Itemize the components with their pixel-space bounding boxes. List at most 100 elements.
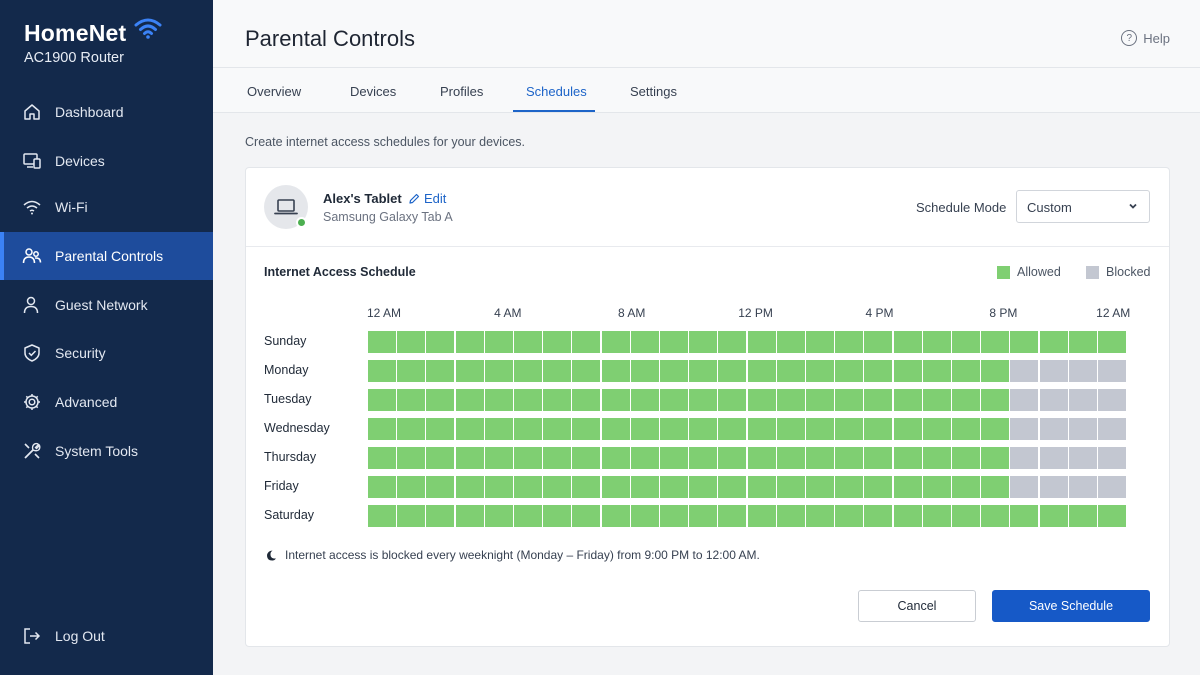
schedule-cell-allowed[interactable] (630, 389, 659, 411)
schedule-cell-allowed[interactable] (601, 360, 630, 382)
cancel-button[interactable]: Cancel (858, 590, 976, 622)
schedule-cell-allowed[interactable] (776, 418, 805, 440)
schedule-mode-select[interactable]: Custom (1016, 190, 1150, 223)
schedule-cell-allowed[interactable] (397, 476, 426, 498)
schedule-cell-allowed[interactable] (776, 476, 805, 498)
schedule-cell-allowed[interactable] (806, 447, 834, 469)
schedule-cell-blocked[interactable] (1068, 476, 1097, 498)
logout-button[interactable]: Log Out (0, 612, 213, 660)
schedule-cell-allowed[interactable] (630, 360, 659, 382)
schedule-cell-allowed[interactable] (601, 389, 630, 411)
schedule-cell-allowed[interactable] (601, 476, 630, 498)
schedule-cell-allowed[interactable] (835, 360, 864, 382)
schedule-cell-allowed[interactable] (514, 360, 542, 382)
schedule-cell-allowed[interactable] (864, 331, 893, 353)
schedule-cell-allowed[interactable] (952, 418, 980, 440)
schedule-cell-allowed[interactable] (1039, 505, 1068, 527)
schedule-cell-blocked[interactable] (1010, 447, 1039, 469)
tab-schedules[interactable]: Schedules (526, 84, 587, 99)
schedule-cell-allowed[interactable] (952, 505, 980, 527)
schedule-cell-allowed[interactable] (893, 389, 922, 411)
schedule-cell-allowed[interactable] (397, 447, 426, 469)
sidebar-item-advanced[interactable]: Advanced (0, 378, 213, 426)
schedule-cell-allowed[interactable] (835, 447, 864, 469)
schedule-cell-allowed[interactable] (630, 505, 659, 527)
schedule-cell-allowed[interactable] (514, 505, 542, 527)
schedule-cell-allowed[interactable] (806, 360, 834, 382)
schedule-cell-allowed[interactable] (660, 505, 688, 527)
schedule-cell-allowed[interactable] (543, 447, 572, 469)
help-button[interactable]: ? Help (1121, 30, 1170, 46)
schedule-cell-blocked[interactable] (1010, 389, 1039, 411)
schedule-cell-allowed[interactable] (718, 418, 747, 440)
schedule-cell-allowed[interactable] (601, 505, 630, 527)
schedule-cell-blocked[interactable] (1068, 447, 1097, 469)
schedule-cell-allowed[interactable] (397, 505, 426, 527)
schedule-cell-allowed[interactable] (455, 389, 484, 411)
schedule-cell-allowed[interactable] (922, 447, 951, 469)
schedule-cell-blocked[interactable] (1039, 418, 1068, 440)
schedule-cell-allowed[interactable] (718, 360, 747, 382)
schedule-cell-allowed[interactable] (368, 331, 396, 353)
schedule-cell-allowed[interactable] (484, 389, 513, 411)
schedule-cell-allowed[interactable] (747, 418, 776, 440)
schedule-cell-allowed[interactable] (1068, 331, 1097, 353)
schedule-cell-allowed[interactable] (806, 418, 834, 440)
schedule-cell-blocked[interactable] (1068, 389, 1097, 411)
schedule-cell-allowed[interactable] (981, 447, 1010, 469)
schedule-cell-allowed[interactable] (864, 476, 893, 498)
sidebar-item-wifi[interactable]: Wi-Fi (0, 183, 213, 231)
schedule-cell-allowed[interactable] (660, 476, 688, 498)
edit-device-button[interactable]: Edit (408, 191, 446, 206)
schedule-cell-allowed[interactable] (776, 447, 805, 469)
schedule-cell-allowed[interactable] (543, 331, 572, 353)
schedule-cell-allowed[interactable] (776, 331, 805, 353)
schedule-cell-allowed[interactable] (981, 505, 1010, 527)
schedule-cell-allowed[interactable] (835, 389, 864, 411)
schedule-cell-allowed[interactable] (1098, 331, 1126, 353)
schedule-cell-allowed[interactable] (484, 476, 513, 498)
schedule-cell-allowed[interactable] (893, 447, 922, 469)
tab-profiles[interactable]: Profiles (440, 84, 484, 99)
schedule-cell-allowed[interactable] (689, 331, 718, 353)
sidebar-item-parental-controls[interactable]: Parental Controls (0, 232, 213, 280)
schedule-cell-allowed[interactable] (1010, 505, 1039, 527)
sidebar-item-guest-network[interactable]: Guest Network (0, 281, 213, 329)
schedule-cell-allowed[interactable] (689, 447, 718, 469)
schedule-cell-allowed[interactable] (514, 447, 542, 469)
schedule-cell-allowed[interactable] (572, 360, 601, 382)
schedule-cell-allowed[interactable] (747, 389, 776, 411)
schedule-cell-blocked[interactable] (1068, 360, 1097, 382)
schedule-cell-allowed[interactable] (747, 505, 776, 527)
schedule-cell-allowed[interactable] (1098, 505, 1126, 527)
schedule-cell-allowed[interactable] (864, 505, 893, 527)
schedule-cell-allowed[interactable] (718, 505, 747, 527)
schedule-cell-blocked[interactable] (1010, 418, 1039, 440)
schedule-cell-blocked[interactable] (1068, 418, 1097, 440)
schedule-cell-allowed[interactable] (747, 360, 776, 382)
sidebar-item-dashboard[interactable]: Dashboard (0, 88, 213, 136)
schedule-cell-allowed[interactable] (981, 360, 1010, 382)
schedule-cell-allowed[interactable] (1010, 331, 1039, 353)
schedule-cell-allowed[interactable] (572, 389, 601, 411)
schedule-cell-allowed[interactable] (426, 447, 455, 469)
schedule-cell-allowed[interactable] (981, 331, 1010, 353)
schedule-cell-allowed[interactable] (601, 331, 630, 353)
schedule-cell-allowed[interactable] (514, 418, 542, 440)
schedule-cell-allowed[interactable] (397, 389, 426, 411)
schedule-cell-allowed[interactable] (426, 389, 455, 411)
schedule-cell-allowed[interactable] (514, 476, 542, 498)
schedule-cell-blocked[interactable] (1098, 447, 1126, 469)
schedule-cell-allowed[interactable] (601, 447, 630, 469)
schedule-cell-allowed[interactable] (543, 505, 572, 527)
schedule-cell-allowed[interactable] (893, 476, 922, 498)
schedule-cell-allowed[interactable] (689, 418, 718, 440)
schedule-cell-allowed[interactable] (484, 418, 513, 440)
schedule-cell-allowed[interactable] (484, 331, 513, 353)
schedule-cell-allowed[interactable] (660, 418, 688, 440)
schedule-cell-allowed[interactable] (806, 505, 834, 527)
schedule-cell-allowed[interactable] (368, 447, 396, 469)
schedule-cell-allowed[interactable] (922, 418, 951, 440)
schedule-cell-allowed[interactable] (572, 476, 601, 498)
schedule-cell-allowed[interactable] (689, 476, 718, 498)
